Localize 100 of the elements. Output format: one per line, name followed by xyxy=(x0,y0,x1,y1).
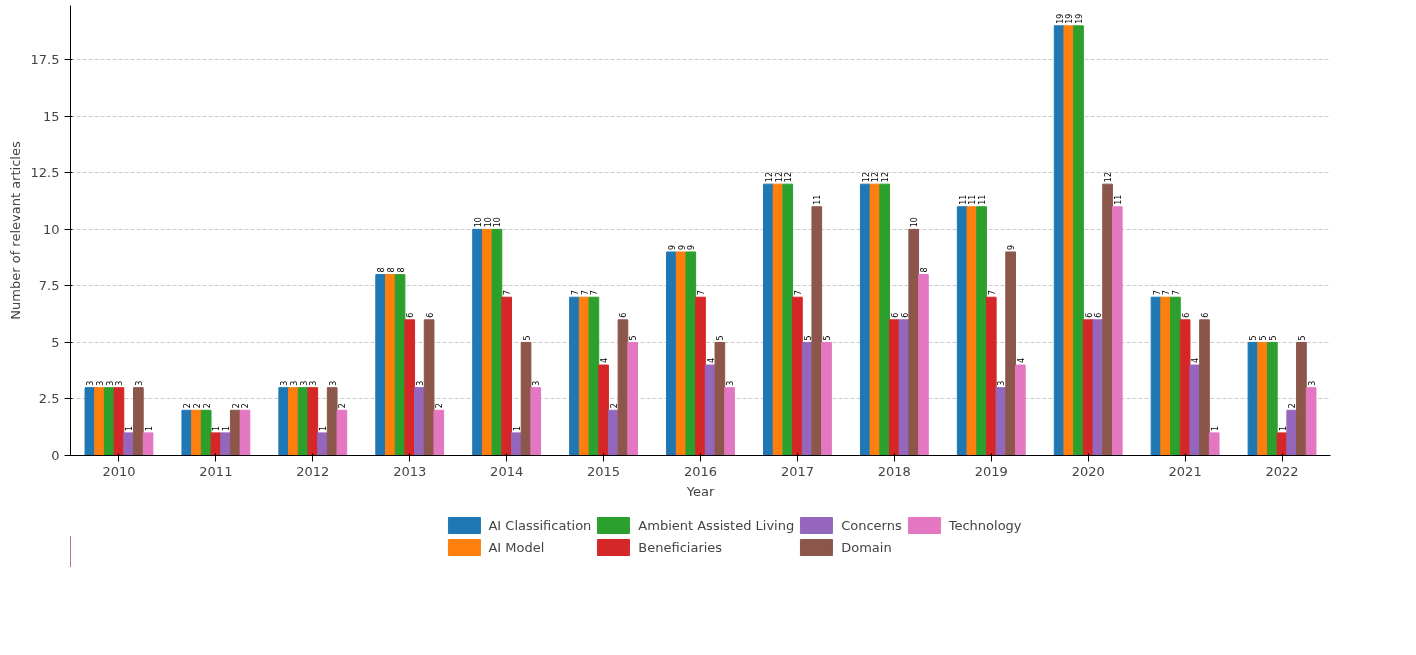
bar xyxy=(1305,387,1317,456)
data-label: 5 xyxy=(629,335,639,341)
bar xyxy=(133,387,144,456)
data-label: 2 xyxy=(609,403,619,409)
bar xyxy=(385,274,396,456)
data-label: 12 xyxy=(764,171,774,183)
bar xyxy=(985,296,997,456)
data-label: 11 xyxy=(813,194,823,205)
bar xyxy=(588,296,600,456)
data-label: 11 xyxy=(968,194,978,205)
bar xyxy=(966,206,978,456)
data-label: 6 xyxy=(619,312,629,318)
bar xyxy=(1257,341,1268,456)
x-tick-label: 2020 xyxy=(1071,463,1105,479)
data-label: 3 xyxy=(280,380,290,386)
x-tick-label: 2019 xyxy=(974,463,1008,479)
data-label: 9 xyxy=(677,244,687,250)
y-tick-label: 15 xyxy=(42,108,60,124)
bar xyxy=(792,296,803,456)
bar xyxy=(433,409,445,456)
data-label: 3 xyxy=(134,380,144,386)
data-label: 4 xyxy=(1191,357,1201,364)
bar xyxy=(617,319,629,456)
x-axis-title: Year xyxy=(685,483,715,499)
data-label: 6 xyxy=(425,312,435,318)
data-label: 1 xyxy=(1278,425,1288,431)
y-axis-title: Number of relevant articles xyxy=(7,141,23,320)
data-label: 1 xyxy=(222,425,232,431)
data-label: 7 xyxy=(590,290,600,296)
bar xyxy=(278,387,290,456)
bar xyxy=(472,228,483,456)
data-label: 6 xyxy=(1201,312,1210,318)
data-label: 3 xyxy=(105,380,115,386)
y-tick-label: 5 xyxy=(51,334,60,350)
data-label: 2 xyxy=(338,403,348,409)
bar xyxy=(889,319,900,456)
bar xyxy=(336,409,348,456)
legend-label: Ambient Assisted Living xyxy=(638,517,795,533)
data-label: 5 xyxy=(823,335,832,341)
x-tick-label: 2021 xyxy=(1168,463,1202,479)
bar xyxy=(423,319,435,456)
legend-label: Concerns xyxy=(841,517,902,533)
bar xyxy=(113,387,125,456)
data-label: 19 xyxy=(1075,13,1084,24)
bar xyxy=(307,387,319,456)
data-label: 12 xyxy=(1104,171,1114,183)
bar xyxy=(210,432,222,456)
bar xyxy=(530,387,542,456)
data-label: 1 xyxy=(125,425,135,431)
data-label: 2 xyxy=(193,403,202,409)
data-label: 9 xyxy=(687,244,697,250)
data-label: 2 xyxy=(202,403,212,409)
data-label: 3 xyxy=(415,380,425,386)
bar xyxy=(94,387,105,456)
data-label: 1 xyxy=(212,425,222,431)
x-tick-label: 2016 xyxy=(683,463,718,479)
bar xyxy=(181,409,193,456)
bar xyxy=(879,183,890,456)
data-label: 1 xyxy=(319,425,328,431)
data-label: 3 xyxy=(309,380,319,386)
data-label: 12 xyxy=(784,171,794,183)
data-label: 3 xyxy=(726,380,736,386)
x-tick-label: 2010 xyxy=(102,463,136,479)
data-label: 2 xyxy=(435,403,445,409)
x-tick-label: 2017 xyxy=(780,463,814,479)
x-tick-label: 2014 xyxy=(490,463,524,479)
bar xyxy=(1267,341,1278,456)
y-tick-label: 12.5 xyxy=(30,165,60,181)
bar xyxy=(666,251,677,456)
bar xyxy=(84,387,96,456)
data-label: 6 xyxy=(1084,312,1094,318)
data-label: 11 xyxy=(978,194,988,205)
bar xyxy=(821,341,832,456)
data-label: 9 xyxy=(1007,244,1017,250)
bar xyxy=(220,432,231,456)
bar xyxy=(1179,319,1191,456)
bar xyxy=(908,228,920,456)
bar xyxy=(1102,183,1113,456)
y-tick-label: 17.5 xyxy=(30,52,60,68)
data-label: 12 xyxy=(861,171,871,183)
data-label: 19 xyxy=(1055,13,1065,24)
data-label: 8 xyxy=(377,267,387,273)
bar xyxy=(598,364,609,456)
bar xyxy=(724,387,735,456)
x-tick-label: 2013 xyxy=(393,463,427,479)
data-label: 5 xyxy=(1249,335,1259,341)
data-label: 5 xyxy=(803,335,813,341)
data-label: 5 xyxy=(522,335,532,341)
bar xyxy=(501,296,512,456)
data-label: 6 xyxy=(900,312,910,318)
x-tick-label: 2015 xyxy=(587,463,621,479)
data-label: 5 xyxy=(1297,335,1307,341)
data-label: 12 xyxy=(774,171,784,183)
data-label: 12 xyxy=(881,171,891,183)
bar xyxy=(142,432,154,456)
bar xyxy=(375,274,386,456)
data-label: 3 xyxy=(96,380,106,386)
bar xyxy=(123,432,134,456)
bar xyxy=(1111,206,1123,456)
bar xyxy=(627,341,638,456)
